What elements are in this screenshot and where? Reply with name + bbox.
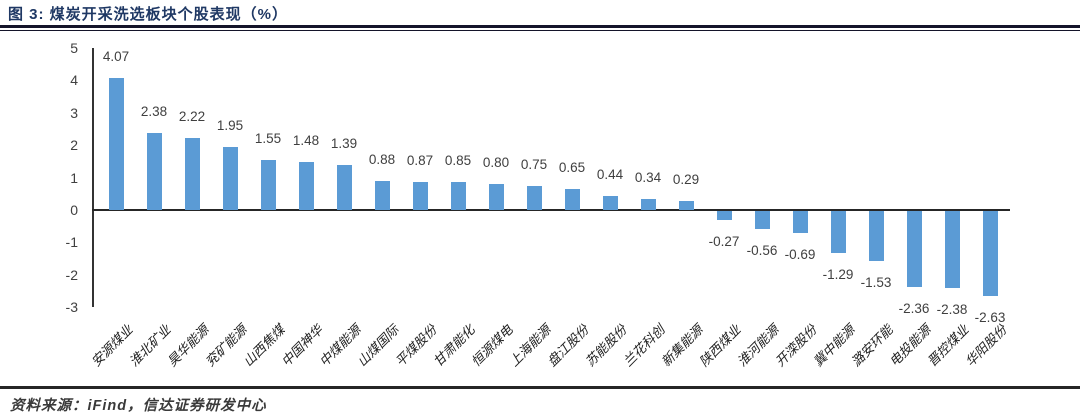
bar-value-label: 0.88 xyxy=(368,152,396,168)
bar-value-label: 2.38 xyxy=(140,103,168,119)
x-axis-category-label: 中国神华 xyxy=(278,322,326,370)
y-axis-tick-label: 1 xyxy=(70,169,78,186)
x-axis-category-label: 昊华能源 xyxy=(164,322,212,370)
x-axis-category-label: 上海能源 xyxy=(506,322,554,370)
x-axis-category-label: 新集能源 xyxy=(658,322,706,370)
bar-value-label: 0.29 xyxy=(672,171,700,187)
bar-value-label: -1.53 xyxy=(860,274,892,290)
x-axis-category-label: 电投能源 xyxy=(886,322,934,370)
bar-value-label: -0.27 xyxy=(708,233,740,249)
x-axis-category-label: 中煤能源 xyxy=(316,322,364,370)
bar-value-label: 0.85 xyxy=(444,153,472,169)
bar-value-label: 2.22 xyxy=(178,109,206,125)
x-axis-category-label: 淮河能源 xyxy=(734,322,782,370)
x-axis-category-label: 华阳股份 xyxy=(962,322,1010,370)
bar xyxy=(564,188,580,210)
bar xyxy=(792,211,808,234)
bar-value-label: -1.29 xyxy=(822,266,854,282)
bar xyxy=(374,181,390,210)
y-axis-line xyxy=(92,48,94,308)
y-axis-tick-label: 4 xyxy=(70,72,78,89)
bar-value-label: 0.65 xyxy=(558,159,586,175)
x-axis-category-label: 淮北矿业 xyxy=(126,322,174,370)
bar-value-label: 0.80 xyxy=(482,155,510,171)
bar xyxy=(640,198,656,210)
x-axis-category-label: 山煤国际 xyxy=(354,322,402,370)
bar-value-label: -0.56 xyxy=(746,243,778,259)
source-note: 资料来源：iFind，信达证券研发中心 xyxy=(10,398,267,414)
bar xyxy=(108,78,124,210)
bar xyxy=(146,132,162,210)
bar-value-label: 1.95 xyxy=(216,117,244,133)
x-axis-category-label: 安源煤业 xyxy=(88,322,136,370)
bar xyxy=(868,211,884,261)
x-axis-category-label: 恒源煤电 xyxy=(468,322,516,370)
y-axis-tick-label: -3 xyxy=(65,299,78,316)
bar xyxy=(830,211,846,253)
bar xyxy=(944,211,960,289)
title-divider-rule xyxy=(0,25,1080,31)
x-axis-category-label: 山西焦煤 xyxy=(240,322,288,370)
bar xyxy=(754,211,770,230)
x-axis-category-label: 冀中能源 xyxy=(810,322,858,370)
bar xyxy=(184,138,200,210)
y-axis-tick-label: 0 xyxy=(70,202,78,218)
x-axis-category-label: 兰花科创 xyxy=(620,322,668,370)
bar-value-label: 4.07 xyxy=(102,49,130,65)
bar-value-label: 1.55 xyxy=(254,130,282,146)
x-axis-category-label: 开滦股份 xyxy=(772,322,820,370)
y-axis-tick-label: 5 xyxy=(70,40,78,56)
bar xyxy=(906,211,922,288)
bar-chart: 5 4 3 2 1 0 -1 -2 -3 4.07 安源煤业 2.38 淮北矿业 2.22 昊华能源 1.95… xyxy=(0,38,1080,379)
y-axis-tick-label: -1 xyxy=(65,234,78,251)
bar-value-label: 1.39 xyxy=(330,135,358,151)
y-axis-tick-label: 3 xyxy=(70,104,78,121)
figure-title: 图 3: 煤炭开采洗选板块个股表现（%） xyxy=(8,6,289,23)
bar-value-label: 1.48 xyxy=(292,133,320,149)
bar-value-label: -2.36 xyxy=(898,301,930,317)
bar-value-label: 0.34 xyxy=(634,169,662,185)
bar xyxy=(716,211,732,220)
bar-value-label: 0.87 xyxy=(406,152,434,168)
y-axis-tick-label: 2 xyxy=(70,137,78,154)
x-axis-category-label: 陕西煤业 xyxy=(696,322,744,370)
x-axis-category-label: 盘江股份 xyxy=(544,322,592,370)
bar xyxy=(260,159,276,210)
bar xyxy=(298,162,314,210)
bar xyxy=(336,164,352,210)
bar-value-label: 0.44 xyxy=(596,166,624,182)
bar xyxy=(678,200,694,210)
x-axis-category-label: 平煤股份 xyxy=(392,322,440,370)
x-axis-category-label: 甘肃能化 xyxy=(430,322,478,370)
x-axis-category-label: 晋控煤业 xyxy=(924,322,972,370)
x-axis-category-label: 苏能股份 xyxy=(582,322,630,370)
y-axis-tick-label: -2 xyxy=(65,266,78,283)
bar xyxy=(222,146,238,210)
footer-divider-rule xyxy=(0,386,1080,389)
zero-baseline xyxy=(92,209,1010,211)
bar-value-label: -2.38 xyxy=(936,302,968,318)
bar xyxy=(412,181,428,210)
x-axis-category-label: 潞安环能 xyxy=(848,322,896,370)
bar-value-label: -2.63 xyxy=(974,310,1006,326)
bar xyxy=(526,185,542,210)
x-axis-category-label: 兖矿能源 xyxy=(202,322,250,370)
bar xyxy=(450,182,466,210)
bar-value-label: 0.75 xyxy=(520,156,548,172)
bar xyxy=(488,184,504,210)
bar xyxy=(982,211,998,297)
bar xyxy=(602,195,618,210)
bar-value-label: -0.69 xyxy=(784,247,816,263)
